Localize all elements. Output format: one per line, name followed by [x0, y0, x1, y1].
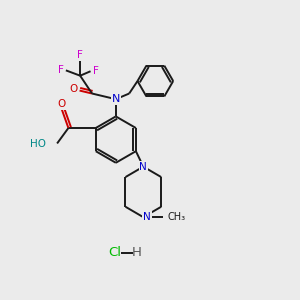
Text: N: N	[140, 162, 147, 172]
Text: CH₃: CH₃	[168, 212, 186, 222]
Text: H: H	[132, 246, 142, 259]
Text: N: N	[143, 212, 151, 222]
Text: O: O	[69, 84, 77, 94]
Text: F: F	[58, 65, 64, 75]
Text: O: O	[57, 99, 65, 109]
Text: Cl: Cl	[108, 246, 121, 259]
Text: F: F	[93, 66, 99, 76]
Text: F: F	[77, 50, 83, 60]
Text: HO: HO	[30, 139, 46, 149]
Text: N: N	[112, 94, 120, 104]
